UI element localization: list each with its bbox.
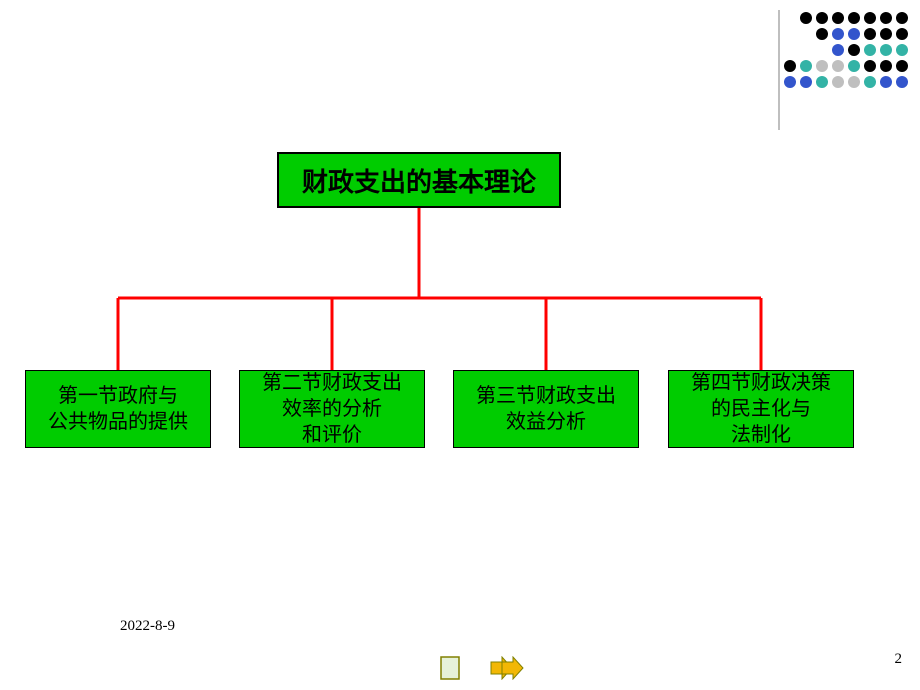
dot-pattern xyxy=(782,10,910,90)
next-button[interactable] xyxy=(490,656,524,685)
root-node: 财政支出的基本理论 xyxy=(277,152,561,208)
dot-divider xyxy=(778,10,780,130)
page-number: 2 xyxy=(895,651,903,668)
child-label: 第四节财政决策 的民主化与 法制化 xyxy=(691,370,831,448)
next-icon xyxy=(490,656,524,680)
child-node-4: 第四节财政决策 的民主化与 法制化 xyxy=(668,370,854,448)
child-node-3: 第三节财政支出 效益分析 xyxy=(453,370,639,448)
root-label: 财政支出的基本理论 xyxy=(302,162,536,199)
child-label: 第三节财政支出 效益分析 xyxy=(476,383,616,435)
child-node-1: 第一节政府与 公共物品的提供 xyxy=(25,370,211,448)
prev-button[interactable] xyxy=(440,656,466,685)
date-text: 2022-8-9 xyxy=(120,618,175,635)
tree-connectors xyxy=(0,0,920,690)
child-label: 第一节政府与 公共物品的提供 xyxy=(48,383,188,435)
prev-icon xyxy=(440,656,466,680)
child-node-2: 第二节财政支出 效率的分析 和评价 xyxy=(239,370,425,448)
child-label: 第二节财政支出 效率的分析 和评价 xyxy=(262,370,402,448)
nav-area xyxy=(430,656,534,685)
